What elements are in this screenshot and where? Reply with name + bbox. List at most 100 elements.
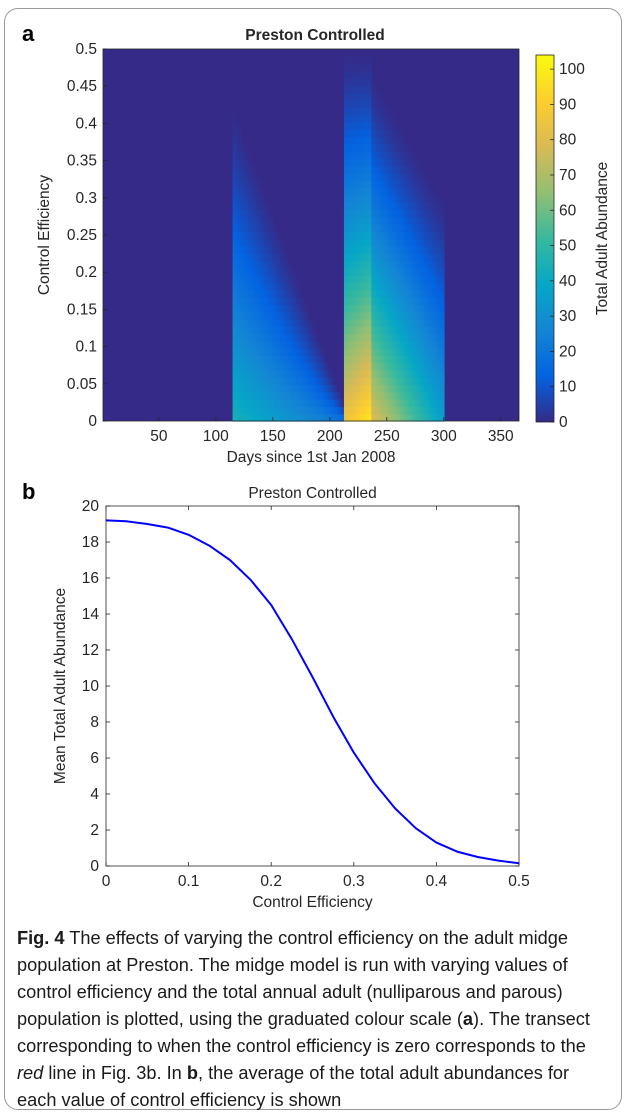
heatmap-cell — [330, 399, 334, 408]
heatmap-cell — [334, 406, 338, 415]
heatmap-cell — [441, 326, 445, 335]
heatmap-cell — [305, 391, 309, 400]
heatmap-cell — [425, 369, 429, 378]
heatmap-cell — [325, 406, 329, 415]
heatmap-cell — [364, 209, 368, 218]
heatmap-cell — [234, 275, 238, 284]
heatmap-cell — [284, 413, 288, 422]
heatmap-cell — [384, 209, 388, 218]
heatmap-cell — [407, 355, 411, 364]
heatmap-cell — [437, 260, 441, 269]
heatmap-cell — [366, 121, 370, 130]
line-chart: 0 0.1 0.2 0.3 0.4 0.502468101214161820Preston… — [52, 485, 530, 911]
heatmap-cell — [239, 282, 243, 291]
heatmap-cell — [232, 238, 236, 247]
heatmap-cell — [232, 180, 236, 189]
heatmap-cell — [434, 224, 438, 232]
heatmap-cell — [416, 173, 420, 181]
heatmap-cell — [378, 326, 381, 335]
heatmap-cell — [257, 253, 261, 262]
heatmap-cell — [432, 209, 436, 218]
heatmap-cell — [366, 333, 370, 342]
heatmap-cell — [296, 406, 300, 415]
heatmap-cell — [384, 165, 388, 174]
heatmap-cell — [353, 260, 356, 269]
heatmap-cell — [253, 369, 256, 378]
heatmap-cell — [418, 209, 422, 218]
heatmap-cell — [414, 260, 418, 269]
heatmap-cell — [255, 216, 259, 225]
heatmap-cell — [409, 326, 413, 335]
heatmap-cell — [291, 267, 295, 276]
heatmap-cell — [373, 231, 377, 240]
heatmap-cell — [378, 318, 381, 327]
heatmap-cell — [371, 369, 375, 378]
heatmap-cell — [393, 245, 397, 254]
heatmap-cell — [391, 173, 395, 181]
heatmap-cell — [309, 348, 313, 356]
heatmap-cell — [264, 391, 268, 400]
heatmap-cell — [275, 253, 279, 262]
heatmap-cell — [393, 158, 397, 167]
heatmap-cell — [289, 406, 293, 415]
heatmap-cell — [375, 311, 379, 320]
heatmap-cell — [384, 107, 388, 116]
heatmap-cell — [371, 297, 375, 305]
heatmap-cell — [400, 180, 404, 189]
heatmap-cell — [359, 267, 363, 276]
heatmap-cell — [382, 355, 386, 364]
heatmap-cell — [373, 187, 377, 196]
heatmap-cell — [441, 384, 445, 393]
heatmap-cell — [289, 275, 293, 284]
heatmap-cell — [246, 377, 250, 386]
heatmap-cell — [407, 275, 411, 284]
heatmap-cell — [234, 173, 238, 181]
heatmap-cell — [353, 340, 356, 349]
heatmap-cell — [289, 289, 293, 298]
heatmap-cell — [439, 202, 443, 211]
heatmap-cell — [437, 194, 441, 203]
heatmap-cell — [237, 202, 240, 211]
heatmap-cell — [241, 202, 245, 211]
heatmap-cell — [403, 173, 406, 181]
heatmap-cell — [389, 384, 393, 393]
heatmap-cell — [371, 267, 375, 276]
heatmap-cell — [362, 391, 366, 400]
heatmap-cell — [416, 245, 420, 254]
heatmap-cell — [346, 282, 350, 291]
heatmap-cell — [246, 194, 250, 203]
heatmap-cell — [373, 311, 377, 320]
heatmap-cell — [387, 348, 391, 356]
heatmap-cell — [398, 231, 402, 240]
heatmap-cell — [255, 260, 259, 269]
heatmap-cell — [434, 209, 438, 218]
heatmap-cell — [255, 355, 259, 364]
heatmap-cell — [259, 326, 263, 335]
heatmap-cell — [439, 282, 443, 291]
heatmap-cell — [366, 399, 370, 408]
heatmap-cell — [264, 355, 268, 364]
heatmap-cell — [412, 377, 416, 386]
heatmap-cell — [389, 333, 393, 342]
heatmap-cell — [237, 216, 240, 225]
heatmap-cell — [368, 92, 372, 101]
heatmap-cell — [368, 311, 372, 320]
heatmap-cell — [348, 114, 352, 123]
heatmap-cell — [321, 413, 325, 422]
heatmap-cell — [255, 399, 259, 408]
heatmap-cell — [357, 194, 361, 203]
heatmap-cell — [423, 369, 427, 378]
heatmap-cell — [425, 413, 429, 422]
heatmap-cell — [246, 180, 250, 189]
heatmap-cell — [355, 173, 359, 181]
heatmap-cell — [268, 231, 272, 240]
heatmap-cell — [366, 165, 370, 174]
heatmap-cell — [391, 194, 395, 203]
heatmap-cell — [234, 267, 238, 276]
heatmap-cell — [412, 297, 416, 305]
heatmap-cell — [357, 406, 361, 415]
heatmap-cell — [314, 362, 318, 371]
heatmap-cell — [250, 297, 254, 305]
heatmap-cell — [362, 216, 366, 225]
heatmap-cell — [291, 362, 295, 371]
